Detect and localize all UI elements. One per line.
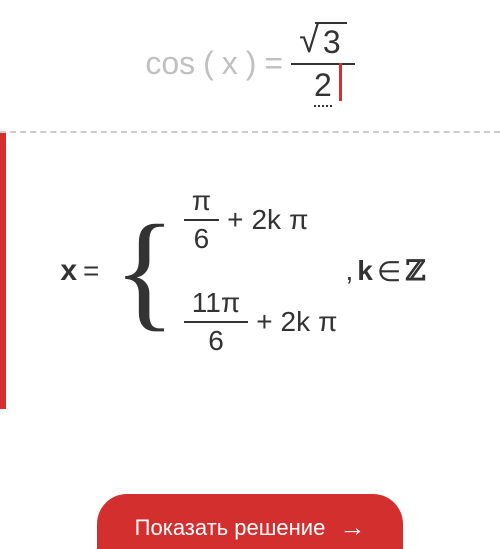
element-of-icon: ∈ (377, 255, 401, 288)
equation-input-section: cos(x) = √ 3 2 (0, 0, 500, 131)
fraction-rhs: √ 3 2 (291, 20, 355, 106)
sqrt-argument: 3 (315, 22, 347, 61)
case2-pi: π (318, 306, 337, 338)
case1-pi: π (289, 204, 308, 236)
equals-sign: = (264, 45, 283, 82)
fraction-numerator: √ 3 (291, 20, 355, 63)
case1-den: 6 (186, 221, 218, 257)
case2-den: 6 (200, 323, 232, 359)
condition-var: k (357, 255, 373, 287)
integers-set: ℤ (405, 254, 425, 288)
text-cursor (339, 63, 342, 101)
sqrt-expression: √ 3 (299, 22, 347, 61)
fraction-denominator[interactable]: 2 (306, 65, 340, 106)
solution-expression: x = { π 6 + 2kπ 11π 6 + (60, 173, 425, 369)
solution-equals: = (83, 255, 99, 287)
case1-plus: + (227, 204, 243, 236)
case2-fraction: 11π 6 (184, 285, 248, 359)
case1-fraction: π 6 (184, 183, 219, 257)
solution-section: x = { π 6 + 2kπ 11π 6 + (0, 133, 500, 409)
button-label: Показать решение (135, 515, 326, 541)
solution-var: x (60, 254, 77, 288)
close-paren: ) (246, 45, 257, 82)
button-section: Показать решение → (0, 494, 500, 549)
variable-x: x (222, 45, 238, 82)
cos-function: cos (145, 45, 195, 82)
case-1: π 6 + 2kπ (184, 183, 338, 257)
case2-num: 11π (184, 285, 248, 321)
open-paren: ( (203, 45, 214, 82)
brace-container: { (113, 219, 175, 323)
condition-comma: , (345, 255, 353, 287)
denominator-value: 2 (314, 67, 332, 107)
equation-expression: cos(x) = √ 3 2 (145, 20, 354, 106)
case1-kterm: 2k (251, 204, 281, 236)
case2-kterm: 2k (281, 306, 311, 338)
solution-cases: π 6 + 2kπ 11π 6 + 2kπ (184, 173, 338, 369)
solution-condition: , k ∈ ℤ (345, 254, 425, 288)
case2-plus: + (256, 306, 272, 338)
show-solution-button[interactable]: Показать решение → (97, 494, 404, 549)
left-brace-icon: { (113, 219, 175, 323)
arrow-right-icon: → (339, 512, 365, 543)
case-2: 11π 6 + 2kπ (184, 285, 338, 359)
case1-num: π (184, 183, 219, 219)
